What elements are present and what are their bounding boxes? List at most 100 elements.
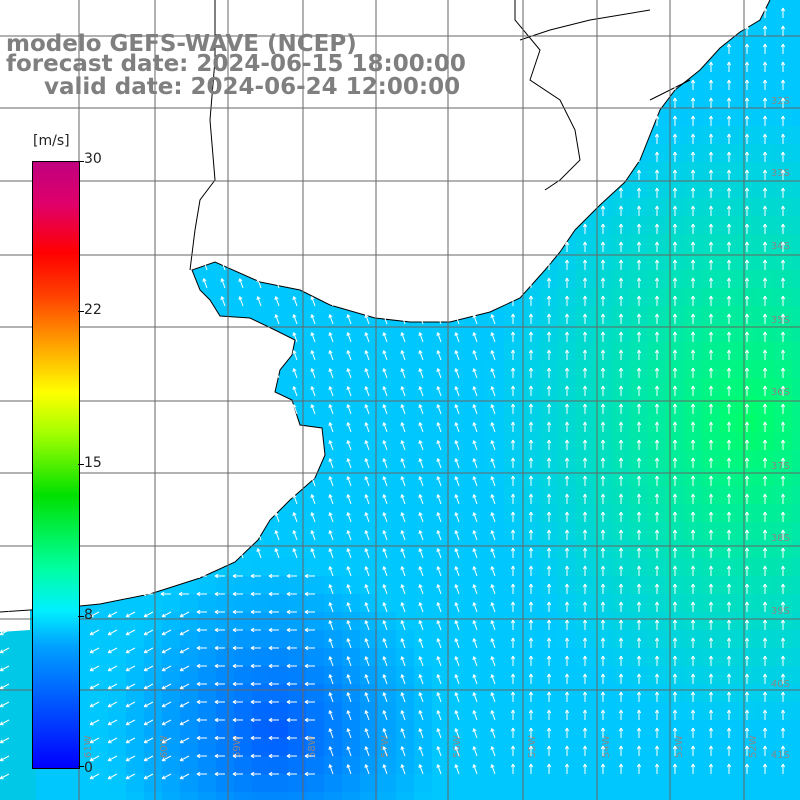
wind-arrow-head	[328, 548, 331, 553]
wind-arrow	[329, 458, 334, 469]
wind-arrow-head	[528, 547, 532, 552]
wind-arrow	[401, 332, 406, 343]
wind-arrow-head	[364, 656, 367, 661]
wind-arrow-head	[528, 601, 532, 606]
sea-cell	[252, 288, 271, 307]
wind-arrow-head	[286, 593, 291, 597]
sea-cell	[486, 702, 505, 721]
sea-cell	[738, 792, 757, 800]
wind-arrow-head	[690, 205, 694, 210]
wind-arrow	[311, 296, 316, 307]
wind-arrow	[347, 314, 352, 325]
sea-cell	[432, 738, 451, 757]
wind-arrow-head	[472, 728, 475, 733]
wind-arrow-head	[528, 637, 532, 642]
wind-arrow-head	[472, 620, 475, 625]
wind-arrow-head	[472, 512, 475, 517]
wind-arrow-head	[528, 493, 532, 498]
wind-arrow-head	[618, 331, 622, 336]
sea-cell	[288, 306, 307, 325]
wind-arrow-head	[382, 746, 385, 751]
sea-cell	[342, 792, 361, 800]
sea-cell	[792, 414, 800, 433]
wind-arrow-head	[636, 457, 640, 462]
sea-cell	[288, 666, 307, 685]
wind-arrow	[455, 404, 460, 415]
wind-arrow	[89, 647, 100, 654]
sea-cell	[630, 774, 649, 793]
sea-cell	[234, 666, 253, 685]
sea-cell	[90, 720, 109, 739]
sea-cell	[342, 396, 361, 415]
wind-arrow-head	[292, 548, 295, 553]
sea-cell	[252, 756, 271, 775]
wind-arrow	[329, 728, 334, 739]
sea-cell	[18, 666, 37, 685]
wind-arrow-head	[418, 494, 421, 499]
wind-arrow-head	[618, 367, 622, 372]
wind-arrow-head	[454, 332, 457, 337]
wind-arrow-head	[400, 674, 403, 679]
sea-cell	[18, 792, 37, 800]
wind-arrow	[365, 404, 370, 415]
wind-arrow-head	[744, 295, 748, 300]
sea-cell	[288, 378, 307, 397]
wind-arrow-head	[250, 683, 255, 687]
sea-cell	[414, 666, 433, 685]
wind-arrow	[179, 647, 190, 654]
sea-cell	[792, 756, 800, 775]
wind-arrow-head	[582, 439, 586, 444]
wind-arrow-head	[672, 97, 676, 102]
wind-arrow-head	[690, 151, 694, 156]
wind-arrow-head	[346, 584, 349, 589]
sea-cell	[198, 738, 217, 757]
wind-arrow-head	[636, 493, 640, 498]
wind-arrow	[143, 611, 154, 618]
wind-arrow-head	[436, 746, 439, 751]
wind-arrow-head	[690, 565, 694, 570]
sea-cell	[306, 720, 325, 739]
wind-arrow-head	[672, 529, 676, 534]
wind-arrow-head	[490, 512, 493, 517]
wind-arrow	[107, 719, 118, 726]
wind-arrow-head	[564, 331, 568, 336]
sea-cell	[486, 612, 505, 631]
wind-arrow-head	[780, 79, 784, 84]
sea-cell	[486, 522, 505, 541]
wind-arrow-head	[268, 755, 273, 759]
wind-arrow	[239, 296, 244, 307]
wind-arrow-head	[564, 313, 568, 318]
sea-cell	[360, 342, 379, 361]
sea-cell	[324, 702, 343, 721]
wind-arrow	[437, 314, 442, 325]
sea-cell	[432, 414, 451, 433]
wind-arrow-head	[600, 493, 604, 498]
wind-arrow	[383, 710, 388, 721]
wind-arrow-head	[780, 259, 784, 264]
wind-arrow-head	[274, 548, 277, 553]
wind-arrow	[437, 620, 442, 631]
sea-cell	[792, 36, 800, 55]
sea-cell	[162, 720, 181, 739]
wind-arrow-head	[618, 619, 622, 624]
wind-arrow-head	[490, 422, 493, 427]
sea-cell	[450, 432, 469, 451]
sea-cell	[144, 684, 163, 703]
wind-arrow-head	[364, 710, 367, 715]
wind-arrow	[179, 683, 190, 690]
sea-cell	[90, 792, 109, 800]
wind-arrow	[455, 512, 460, 523]
wind-arrow-head	[232, 611, 237, 615]
sea-cell	[468, 630, 487, 649]
wind-arrow-head	[708, 277, 712, 282]
wind-arrow-head	[744, 655, 748, 660]
wind-arrow-head	[618, 493, 622, 498]
sea-cell	[234, 684, 253, 703]
sea-cell	[252, 738, 271, 757]
wind-arrow-head	[490, 386, 493, 391]
wind-arrow	[455, 692, 460, 703]
sea-cell	[216, 288, 235, 307]
wind-arrow-head	[636, 295, 640, 300]
sea-cell	[0, 684, 19, 703]
